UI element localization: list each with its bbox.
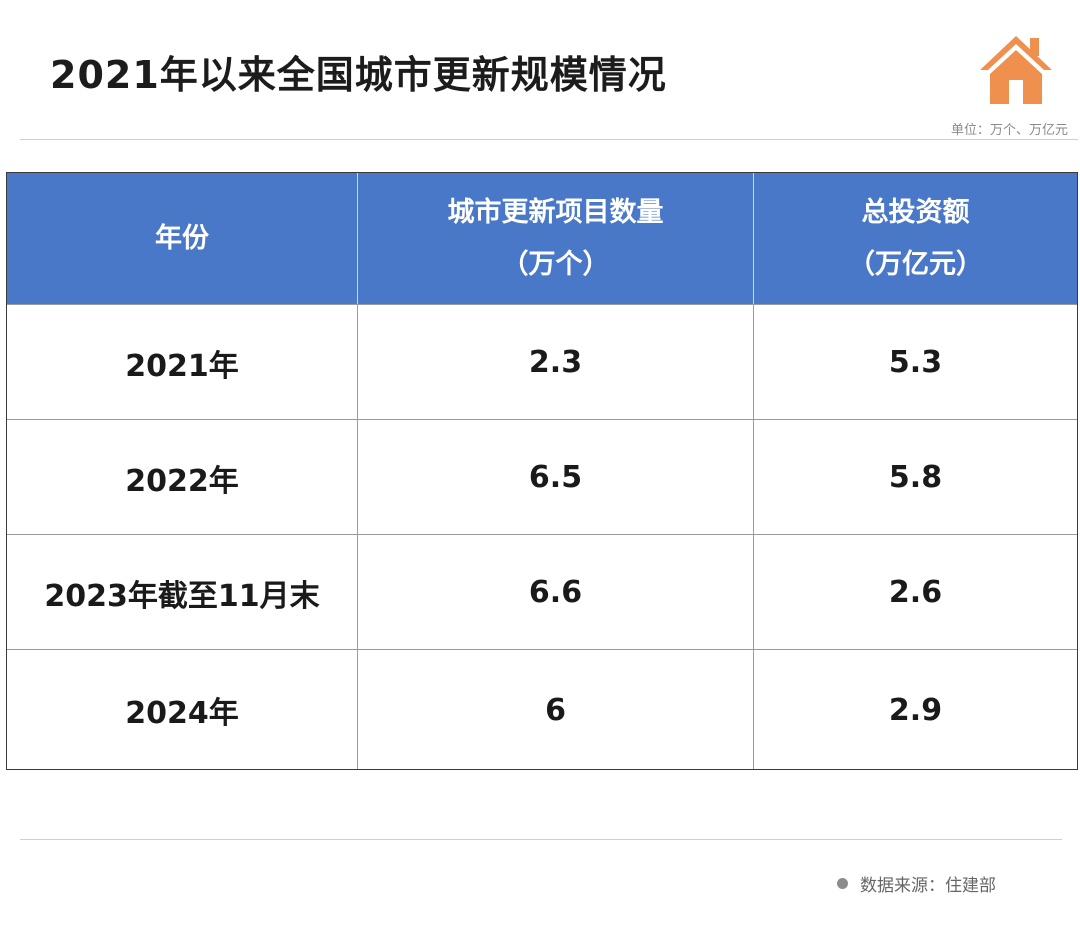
header-year-label: 年份 [155, 222, 209, 254]
unit-note: 单位：万个、万亿元 [950, 123, 1068, 138]
table-row: 2023年截至11月末 6.6 2.6 [7, 534, 1077, 650]
top-divider [20, 139, 1078, 140]
investment-cell: 2.6 [753, 535, 1077, 650]
bullet-dot-icon [837, 878, 848, 889]
header-year: 年份 [7, 173, 357, 304]
header-projects-unit: （万个） [501, 248, 610, 280]
investment-cell: 5.3 [753, 305, 1077, 420]
year-cell: 2022年 [125, 463, 239, 499]
projects-cell: 6.6 [357, 535, 753, 650]
projects-cell: 6 [357, 650, 753, 769]
table-row: 2022年 6.5 5.8 [7, 419, 1077, 535]
table-header-row: 年份 城市更新项目数量 （万个） 总投资额 （万亿元） [7, 173, 1077, 304]
investment-cell: 5.8 [753, 420, 1077, 535]
source-text: 数据来源：住建部 [860, 876, 996, 896]
header-investment-unit: （万亿元） [848, 248, 983, 280]
projects-cell: 2.3 [357, 305, 753, 420]
investment-cell: 2.9 [753, 650, 1077, 769]
header-investment-label: 总投资额 [861, 197, 970, 229]
house-icon [980, 36, 1052, 104]
page-title: 2021年以来全国城市更新规模情况 [50, 53, 667, 97]
year-cell: 2023年截至11月末 [44, 578, 320, 614]
projects-cell: 6.5 [357, 420, 753, 535]
header-investment: 总投资额 （万亿元） [753, 173, 1077, 304]
source-note: 数据来源：住建部 [837, 871, 996, 896]
bottom-divider [20, 839, 1062, 840]
table-row: 2024年 6 2.9 [7, 649, 1077, 769]
year-cell: 2024年 [125, 696, 239, 731]
year-cell: 2021年 [125, 348, 239, 384]
table-row: 2021年 2.3 5.3 [7, 304, 1077, 420]
header-projects: 城市更新项目数量 （万个） [357, 173, 753, 304]
data-table: 年份 城市更新项目数量 （万个） 总投资额 （万亿元） 2021年 2.3 5.… [6, 172, 1078, 770]
header-projects-label: 城市更新项目数量 [447, 197, 664, 229]
